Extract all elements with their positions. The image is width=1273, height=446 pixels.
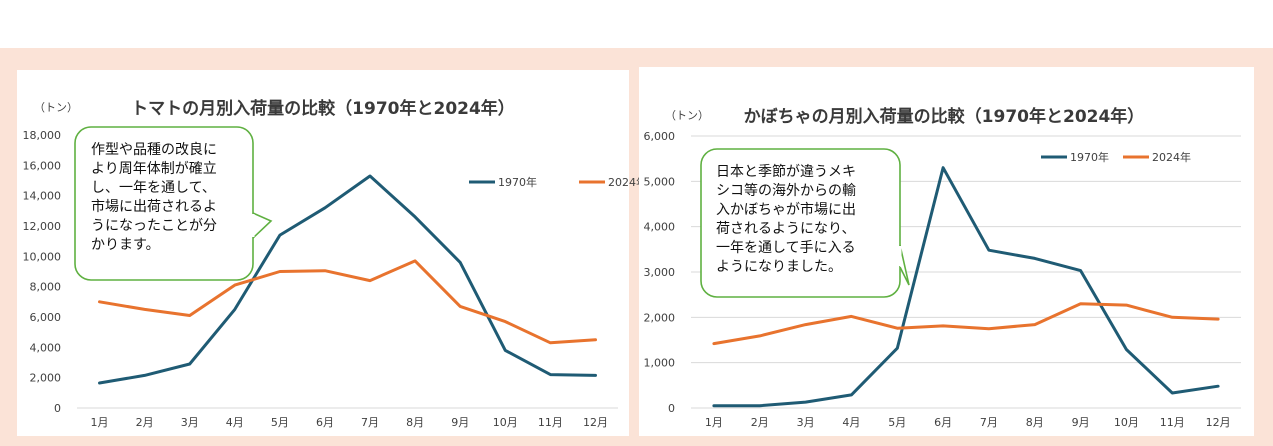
- callout-text-line: 荷されるようになり、: [716, 221, 855, 237]
- chart-title: かぼちゃの月別入荷量の比較（1970年と2024年）: [744, 106, 1145, 127]
- callout-text-line: うになったことが分: [91, 218, 217, 234]
- series-line-1970: [98, 174, 597, 385]
- y-tick-label: 18,000: [23, 129, 62, 142]
- x-tick-label: 12月: [583, 416, 608, 429]
- series-line-1970: [712, 166, 1220, 408]
- tomato-chart: トマトの月別入荷量の比較（1970年と2024年） （トン） 18,000 16,00…: [23, 98, 648, 429]
- y-tick-label: 0: [668, 402, 675, 415]
- callout-text-line: より周年体制が確立: [91, 161, 217, 177]
- y-tick-label: 2,000: [30, 372, 62, 385]
- callout-text-line: 一年を通して手に入る: [716, 240, 856, 256]
- callout-text-line: し、一年を通して、: [91, 180, 216, 196]
- y-tick-label: 3,000: [644, 266, 676, 279]
- legend-label: 2024年: [608, 175, 647, 189]
- callout-bubble: 作型や品種の改良により周年体制が確立し、一年を通して、市場に出荷されるようになっ…: [74, 126, 273, 281]
- x-tick-label: 8月: [406, 416, 424, 429]
- y-tick-label: 2,000: [644, 311, 676, 324]
- x-tick-label: 6月: [934, 416, 952, 429]
- callout-pointer: [252, 212, 273, 239]
- y-axis-unit-label: （トン）: [34, 101, 78, 114]
- y-tick-label: 4,000: [30, 341, 62, 354]
- callout-text-line: 入かぼちゃが市場に出: [716, 201, 856, 218]
- x-tick-label: 8月: [1026, 416, 1044, 429]
- series-line-2024: [712, 302, 1220, 346]
- x-tick-label: 3月: [181, 416, 199, 429]
- x-tick-label: 1月: [705, 416, 723, 429]
- callout-text-line: 市場に出荷されるよ: [91, 198, 217, 215]
- legend-label: 1970年: [498, 175, 537, 189]
- y-tick-label: 12,000: [23, 220, 62, 233]
- legend-label: 1970年: [1070, 150, 1109, 164]
- callout-text-line: 日本と季節が違うメキ: [716, 163, 856, 180]
- x-tick-label: 4月: [842, 416, 860, 429]
- callout-text-line: シコ等の海外からの輸: [716, 182, 856, 199]
- callout-text-line: ようになりました。: [716, 259, 842, 275]
- y-tick-label: 4,000: [644, 221, 676, 234]
- y-tick-label: 5,000: [644, 175, 676, 188]
- x-tick-label: 4月: [226, 416, 244, 429]
- callout-bubble: 日本と季節が違うメキシコ等の海外からの輸入かぼちゃが市場に出荷されるようになり、…: [700, 148, 910, 298]
- x-tick-label: 5月: [271, 416, 289, 429]
- callout-box: [700, 148, 901, 298]
- callout-text-line: 作型や品種の改良に: [91, 142, 217, 158]
- x-tick-label: 7月: [980, 416, 998, 429]
- y-tick-label: 6,000: [644, 130, 676, 143]
- x-tick-label: 2月: [751, 416, 769, 429]
- series-line-2024: [98, 259, 597, 345]
- legend-label: 2024年: [1152, 150, 1191, 164]
- chart-title: トマトの月別入荷量の比較（1970年と2024年）: [131, 98, 515, 119]
- callout-text-line: かります。: [91, 237, 160, 253]
- x-tick-label: 5月: [888, 416, 906, 429]
- y-tick-label: 16,000: [23, 159, 62, 172]
- x-tick-label: 3月: [797, 416, 815, 429]
- y-tick-label: 10,000: [23, 250, 62, 263]
- y-tick-label: 14,000: [23, 190, 62, 203]
- x-tick-label: 9月: [1072, 416, 1090, 429]
- y-tick-label: 1,000: [644, 357, 676, 370]
- x-tick-label: 11月: [538, 416, 563, 429]
- tomato-chart-panel: トマトの月別入荷量の比較（1970年と2024年） （トン） 18,000 16,00…: [17, 70, 648, 436]
- callout-box: [74, 126, 254, 281]
- x-tick-label: 11月: [1160, 416, 1185, 429]
- callout-pointer: [899, 244, 910, 286]
- x-tick-label: 1月: [91, 416, 109, 429]
- y-axis-unit-label: （トン）: [665, 109, 709, 122]
- pumpkin-chart-panel: かぼちゃの月別入荷量の比較（1970年と2024年） （トン） 6,000 5,000…: [639, 67, 1254, 436]
- x-tick-label: 7月: [361, 416, 379, 429]
- x-tick-label: 12月: [1206, 416, 1231, 429]
- x-tick-label: 10月: [493, 416, 518, 429]
- pumpkin-chart: かぼちゃの月別入荷量の比較（1970年と2024年） （トン） 6,000 5,000…: [644, 106, 1241, 429]
- x-tick-label: 2月: [136, 416, 154, 429]
- y-tick-label: 0: [54, 402, 61, 415]
- y-tick-label: 6,000: [30, 311, 62, 324]
- x-tick-label: 10月: [1114, 416, 1139, 429]
- x-tick-label: 9月: [451, 416, 469, 429]
- y-tick-label: 8,000: [30, 281, 62, 294]
- x-tick-label: 6月: [316, 416, 334, 429]
